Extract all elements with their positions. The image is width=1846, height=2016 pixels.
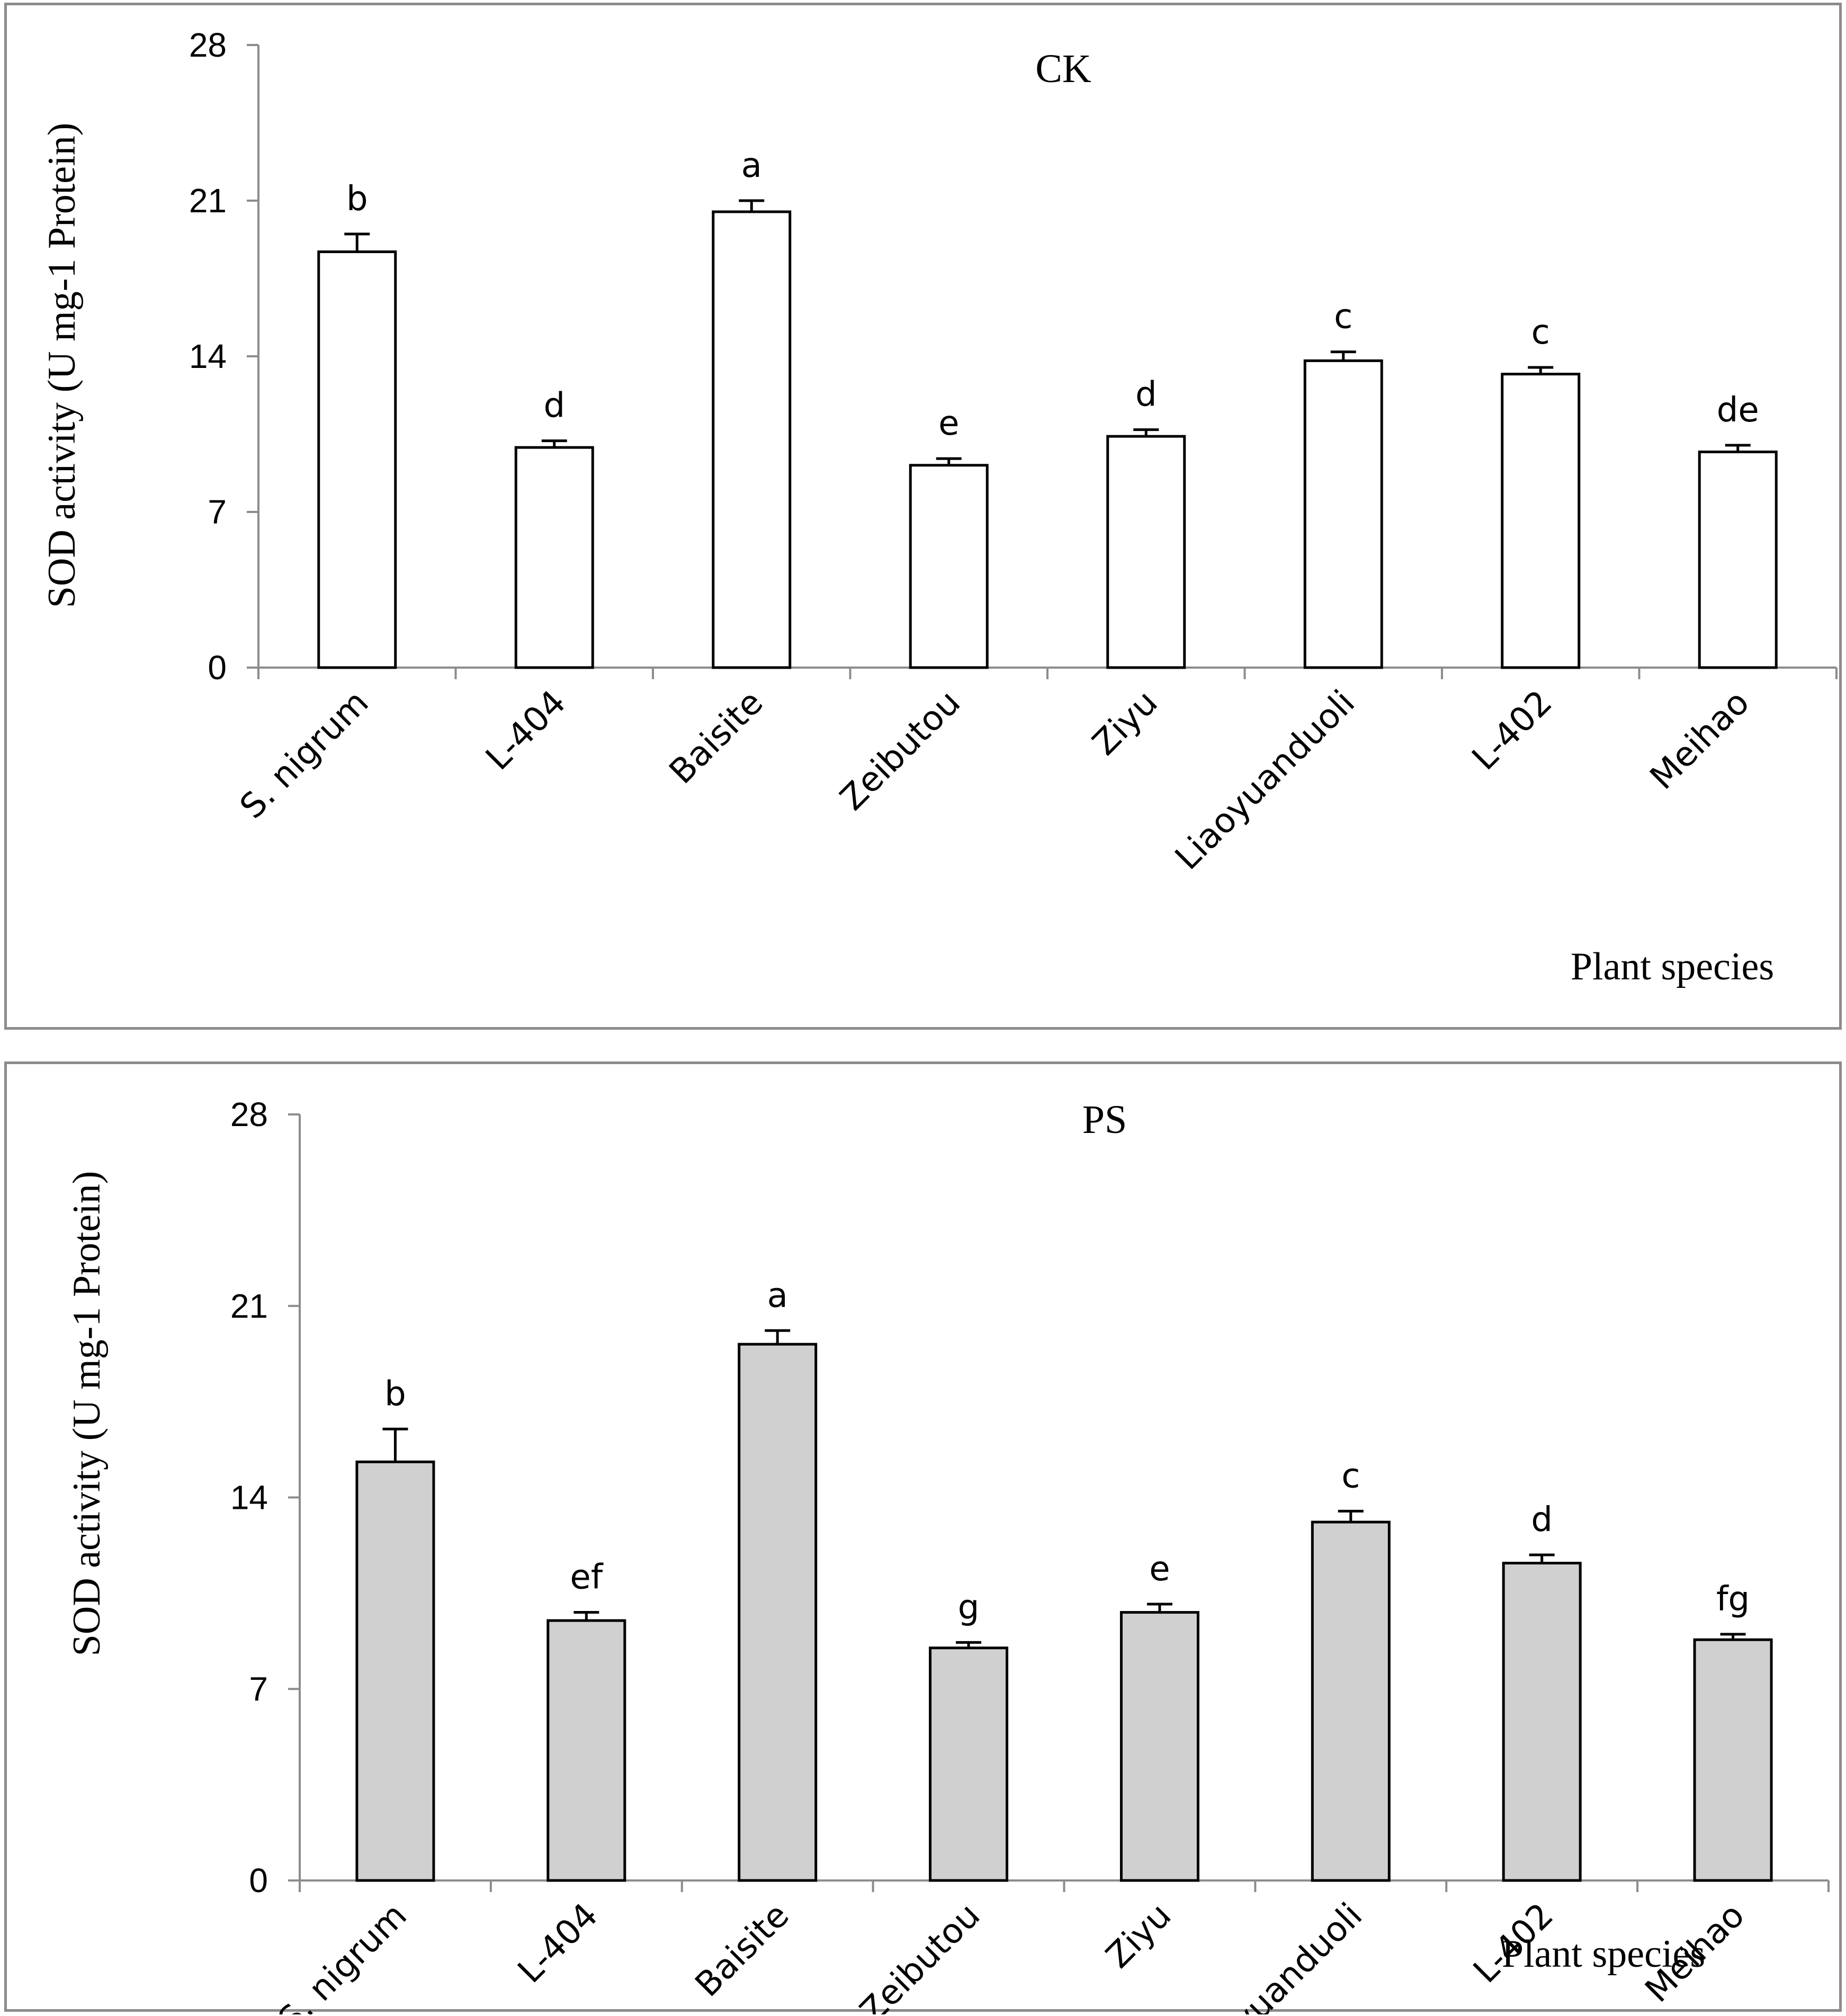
y-axis-label: SOD activity (U mg-1 Protein)	[40, 123, 84, 608]
y-tick-label: 0	[249, 1861, 268, 1900]
bar	[317, 250, 397, 669]
significance-label: c	[1341, 1456, 1360, 1496]
significance-label: d	[543, 386, 565, 426]
significance-label: b	[346, 179, 368, 219]
y-tick-label: 21	[189, 182, 227, 220]
bar	[929, 1646, 1009, 1882]
x-tick-label: Liaoyuanduoli	[1175, 1896, 1370, 2014]
bar	[1693, 1638, 1773, 1882]
ck-chart-panel: CK SOD activity (U mg-1 Protein) Plant s…	[4, 3, 1842, 1030]
y-tick-label: 14	[230, 1479, 268, 1517]
y-tick-label: 14	[189, 337, 227, 375]
x-tick-label: L-404	[479, 683, 573, 778]
x-tick-label: Baisite	[688, 1896, 796, 2004]
bar	[355, 1460, 435, 1882]
bar	[1311, 1520, 1391, 1882]
x-tick-label: Liaoyuanduoli	[1168, 683, 1363, 878]
significance-label: de	[1717, 391, 1759, 430]
significance-label: b	[384, 1374, 406, 1414]
significance-label: ef	[570, 1558, 603, 1597]
y-axis-label: SOD activity (U mg-1 Protein)	[65, 1171, 109, 1657]
bar	[712, 210, 792, 669]
x-axis-label: Plant species	[1571, 945, 1774, 988]
significance-label: g	[958, 1588, 980, 1627]
y-tick-label: 21	[230, 1287, 268, 1325]
bar	[546, 1619, 626, 1882]
ck-chart: CK SOD activity (U mg-1 Protein) Plant s…	[40, 26, 1838, 988]
x-tick-label: Meihao	[1643, 683, 1757, 797]
significance-label: a	[767, 1276, 788, 1315]
bar	[1119, 1611, 1199, 1882]
significance-label: e	[1149, 1550, 1170, 1589]
chart-title: CK	[1035, 47, 1091, 91]
x-tick-label: Zeibutou	[853, 1896, 988, 2014]
x-tick-label: Zeibutou	[833, 683, 968, 818]
x-tick-label: L-402	[1465, 683, 1560, 778]
bar	[1106, 435, 1186, 669]
x-tick-label: Ziyu	[1099, 1896, 1179, 1976]
x-tick-label: Ziyu	[1085, 683, 1165, 763]
y-tick-label: 28	[230, 1095, 268, 1133]
bar	[1501, 373, 1581, 669]
bar	[909, 464, 989, 669]
bar	[514, 446, 594, 669]
significance-label: c	[1334, 298, 1352, 337]
y-tick-label: 7	[249, 1670, 268, 1708]
bar	[1502, 1562, 1582, 1882]
significance-label: d	[1135, 375, 1157, 415]
y-tick-label: 7	[208, 493, 227, 531]
x-tick-label: L-404	[510, 1896, 605, 1991]
x-axis-label: Plant species	[1502, 1932, 1705, 1976]
x-tick-label: Baisite	[662, 683, 770, 791]
ps-chart-panel: PS SOD activity (U mg-1 Protein) Plant s…	[4, 1061, 1842, 2014]
significance-label: a	[741, 146, 762, 185]
significance-label: d	[1531, 1500, 1553, 1540]
x-tick-label: S. nigrum	[271, 1896, 415, 2014]
bar	[1303, 359, 1383, 669]
y-tick-label: 28	[189, 26, 227, 64]
significance-label: fg	[1716, 1580, 1750, 1619]
significance-label: e	[938, 404, 959, 443]
bar	[1698, 451, 1778, 669]
y-tick-label: 0	[208, 649, 227, 687]
ps-chart: PS SOD activity (U mg-1 Protein) Plant s…	[65, 1095, 1830, 2014]
x-tick-label: S. nigrum	[232, 683, 376, 826]
significance-label: c	[1531, 313, 1550, 352]
bar	[738, 1343, 818, 1882]
chart-title: PS	[1082, 1097, 1127, 1142]
